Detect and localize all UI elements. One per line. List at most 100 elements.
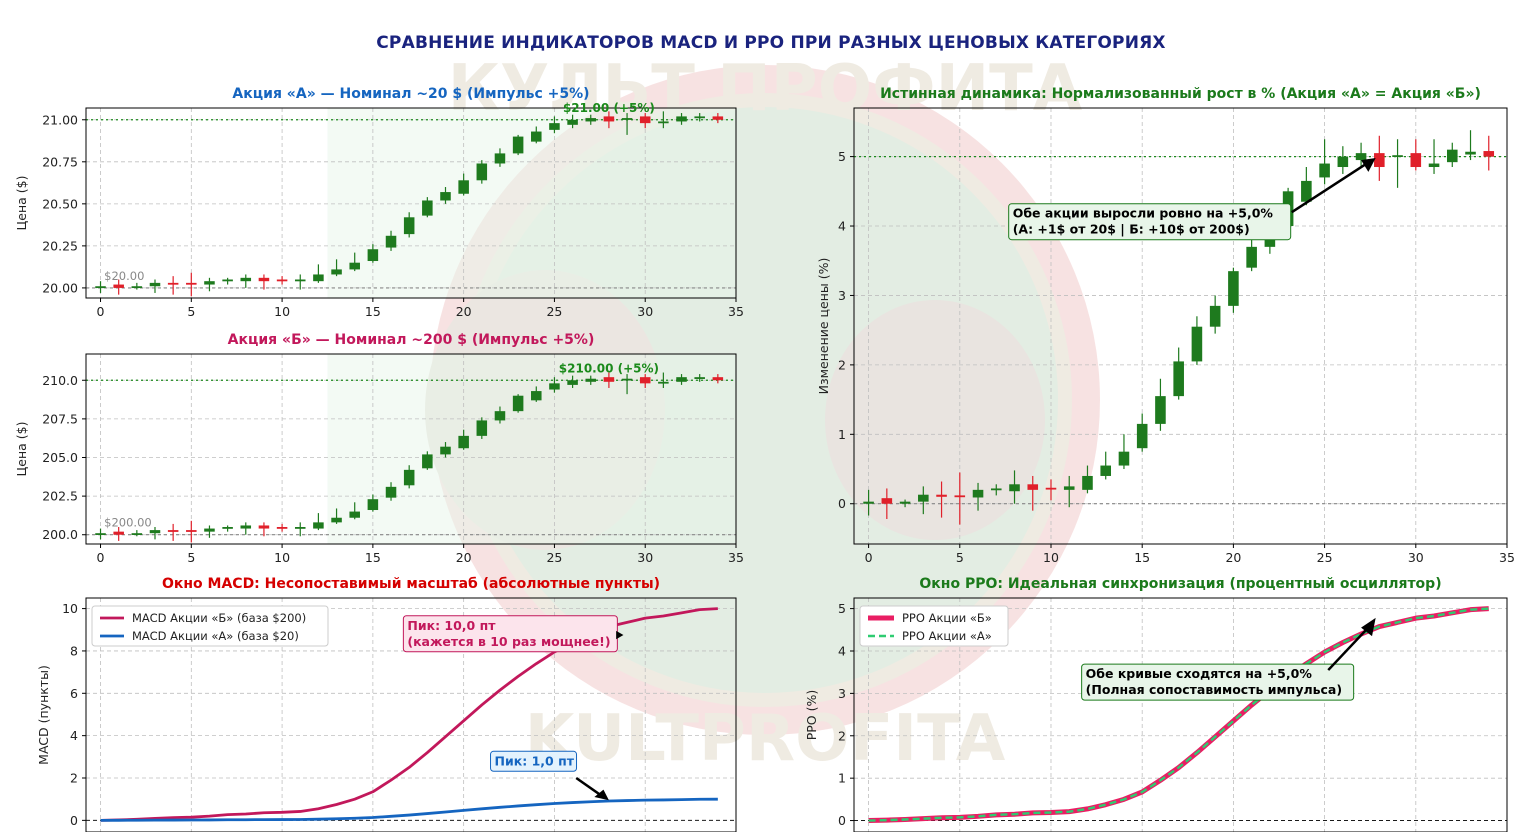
panel-ppo_window: 0 1 2 3 4 5 PPO (%) Окно PPO: Идеальная синхрон… [804, 576, 1508, 832]
candle-body [222, 527, 233, 529]
candles [863, 130, 1495, 525]
target-price-label: $21.00 (+5%) [563, 101, 655, 115]
candle-body [899, 501, 911, 504]
y-tick-label: 4 [838, 643, 846, 658]
candle-body [367, 249, 379, 262]
y-tick-label: 10 [62, 601, 78, 616]
panel-title: Акция «А» — Номинал ~20 $ (Импульс +5%) [232, 86, 589, 102]
y-tick-label: 202.5 [42, 489, 78, 504]
candle-body [367, 499, 379, 511]
candle-body [1410, 153, 1422, 168]
candle-body [531, 131, 542, 142]
candle-body [954, 495, 966, 498]
x-tick-label: 15 [1134, 550, 1150, 565]
axes-frame [85, 107, 737, 299]
figure-title: СРАВНЕНИЕ ИНДИКАТОРОВ MACD И PPO ПРИ РАЗ… [376, 33, 1166, 53]
y-tick-label: 2 [838, 357, 846, 372]
y-tick-label: 2 [70, 771, 78, 786]
candle-body [1209, 305, 1221, 327]
y-tick-label: 0 [838, 813, 846, 828]
candle-body [258, 277, 270, 282]
y-axis-label: Изменение цены (%) [816, 258, 831, 395]
y-tick-label: 20.50 [42, 196, 78, 211]
x-tick-label: 25 [546, 550, 562, 565]
annotation-text: Обе кривые сходятся на +5,0% [1086, 666, 1313, 681]
candle-body [313, 522, 324, 529]
panel-macd_window: 0 2 4 6 8 10 MACD (пункты) Окно MACD: Несопоста… [36, 576, 737, 832]
series-line-1 [868, 607, 1489, 822]
candle-body [1009, 484, 1020, 492]
candle-body [403, 469, 415, 486]
x-tick-label: 5 [187, 304, 195, 319]
axes-frame [85, 353, 737, 545]
axes-frame [853, 107, 1508, 545]
candle-body [1392, 155, 1403, 158]
y-tick-label: 5 [838, 149, 846, 164]
candle-body [385, 235, 397, 248]
panel-title: Окно MACD: Несопоставимый масштаб (абсол… [162, 576, 660, 592]
panel-true_dynamics: 0 5 10 15 20 25 30 35 0 1 2 3 4 5 Изменение цены (%) Ис… [816, 86, 1515, 565]
y-tick-label: 20.25 [42, 238, 78, 253]
target-zone [327, 354, 736, 544]
candle-body [881, 498, 893, 504]
x-tick-label: 0 [97, 550, 105, 565]
candle-body [621, 378, 633, 381]
x-tick-label: 25 [546, 304, 562, 319]
x-tick-label: 35 [728, 304, 744, 319]
annotation-a-arrowhead [594, 789, 609, 801]
candle-body [349, 262, 360, 270]
candle-body [494, 153, 506, 164]
candle-body [476, 420, 488, 436]
y-axis-label: Цена ($) [14, 176, 29, 231]
candle-body [1228, 271, 1239, 306]
x-tick-label: 20 [456, 550, 472, 565]
x-tick-label: 35 [1499, 550, 1515, 565]
candle-body [512, 395, 524, 412]
annotation-box [1081, 663, 1355, 701]
candle-body [603, 377, 615, 382]
candle-body [258, 525, 270, 529]
annotation-text: (А: +1$ от 20$ | Б: +10$ от 200$) [1013, 222, 1250, 237]
candles [95, 111, 724, 297]
candle-body [1337, 156, 1349, 168]
legend-label: PPO Акции «Б» [902, 611, 992, 625]
annotation-arrow [1291, 159, 1373, 214]
x-tick-label: 20 [456, 304, 472, 319]
candle-body [131, 533, 143, 535]
y-tick-label: 4 [838, 219, 846, 234]
candle-body [1136, 423, 1148, 449]
panel-title: Акция «Б» — Номинал ~200 $ (Импульс +5%) [228, 332, 595, 348]
y-tick-label: 20.75 [42, 154, 78, 169]
candle-body [694, 377, 705, 379]
candle-body [240, 277, 252, 282]
series-line-1 [100, 797, 718, 822]
candle-body [1082, 475, 1093, 490]
candle-body [567, 119, 578, 125]
panel-stock_b: 0 5 10 15 20 25 30 35 200.0 202.5 205.0 207.5 210.0 Ц… [14, 332, 744, 565]
candle-body [1100, 465, 1112, 476]
y-tick-label: 2 [838, 728, 846, 743]
y-tick-label: 8 [70, 643, 78, 658]
candle-body [1191, 326, 1203, 362]
candle-body [1374, 153, 1385, 168]
annotation-arrow [1327, 624, 1372, 671]
x-tick-label: 30 [637, 550, 653, 565]
candle-body [186, 530, 197, 532]
chart-panels: 0 5 10 15 20 25 30 3520.0020.2520.5020.7521.00Ц… [14, 86, 1515, 832]
series-lines [868, 606, 1489, 824]
legend-label: MACD Акции «Б» (база $200) [132, 611, 306, 625]
candle-body [294, 279, 306, 282]
candle-body [422, 454, 433, 469]
candle-body [972, 489, 984, 498]
candle-body [276, 279, 288, 282]
x-tick-label: 5 [187, 550, 195, 565]
axes-frame [85, 597, 737, 832]
annotation-b-text: Пик: 10,0 пт [407, 618, 496, 633]
y-tick-label: 6 [70, 686, 78, 701]
candle-body [621, 118, 633, 120]
annotation-b-arrowhead [616, 630, 624, 640]
annotation-text: Обе акции выросли ровно на +5,0% [1013, 206, 1274, 221]
candle-body [95, 286, 106, 289]
x-tick-label: 20 [1225, 550, 1241, 565]
candle-body [186, 282, 197, 285]
